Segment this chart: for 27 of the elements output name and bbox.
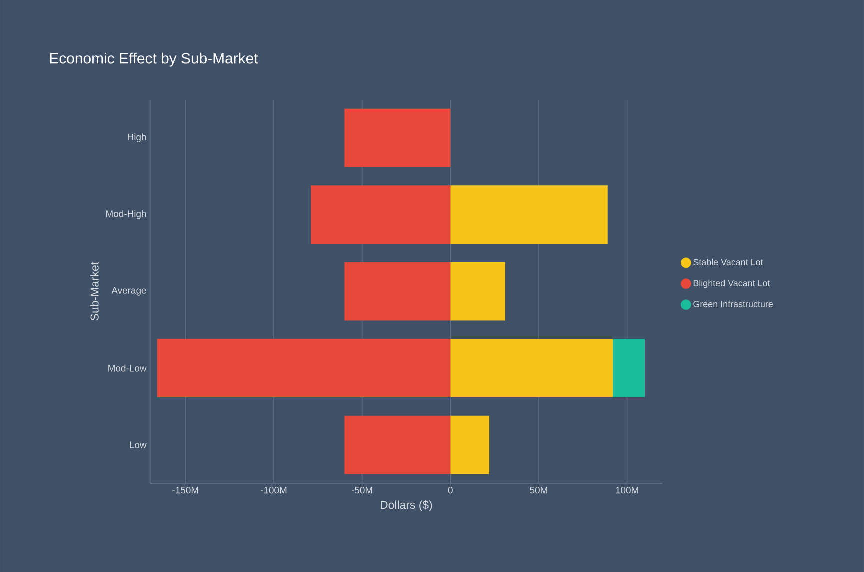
bar — [311, 186, 451, 244]
y-tick-label: High — [128, 134, 146, 142]
y-tick-label: Low — [130, 442, 147, 448]
x-tick-label: -150M — [172, 486, 198, 494]
x-tick-label: 50M — [530, 486, 548, 494]
legend-label: Green Infrastructure — [694, 300, 774, 308]
y-tick-label: Mod-High — [106, 210, 146, 220]
legend-label: Blighted Vacant Lot — [694, 280, 770, 288]
bar — [613, 339, 645, 398]
x-tick-label: 100M — [616, 486, 638, 494]
x-tick-label: -50M — [352, 486, 372, 494]
bar — [344, 262, 451, 321]
legend-label: Stable Vacant Lot — [694, 258, 764, 266]
x-tick-label: -100M — [260, 486, 287, 494]
bar — [344, 416, 451, 474]
x-tick-label: 0 — [448, 486, 453, 494]
bar — [450, 186, 608, 244]
chart-title: Economic Effect by Sub-Market — [50, 52, 258, 67]
y-tick-label: Average — [112, 287, 146, 296]
x-axis-title: Dollars ($) — [380, 500, 432, 512]
bar — [450, 416, 490, 474]
y-axis-title: Sub-Market — [90, 262, 99, 321]
bar — [157, 339, 451, 398]
y-tick-label: Mod-Low — [108, 364, 147, 372]
bar — [450, 262, 506, 321]
bar — [344, 108, 451, 168]
bar — [450, 339, 614, 398]
